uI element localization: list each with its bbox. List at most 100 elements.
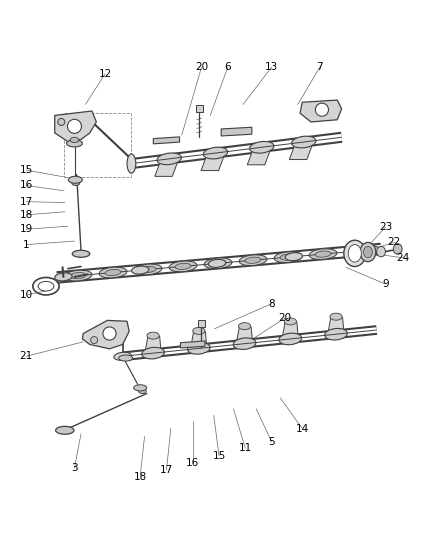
Ellipse shape	[393, 244, 402, 254]
Ellipse shape	[309, 249, 337, 260]
Ellipse shape	[134, 385, 147, 391]
Ellipse shape	[175, 263, 191, 270]
Text: 3: 3	[71, 463, 78, 473]
Text: 12: 12	[99, 69, 112, 79]
Ellipse shape	[157, 153, 181, 165]
Text: 15: 15	[20, 165, 33, 175]
Ellipse shape	[233, 338, 256, 350]
Ellipse shape	[203, 147, 228, 159]
Ellipse shape	[285, 253, 303, 261]
Ellipse shape	[140, 266, 156, 272]
Bar	[198, 320, 205, 327]
Ellipse shape	[245, 257, 261, 263]
Ellipse shape	[348, 245, 361, 262]
Ellipse shape	[210, 260, 226, 266]
Ellipse shape	[250, 141, 274, 153]
Ellipse shape	[274, 252, 302, 263]
Ellipse shape	[360, 243, 376, 262]
Polygon shape	[153, 137, 180, 144]
Ellipse shape	[377, 246, 385, 257]
Ellipse shape	[193, 327, 205, 334]
Polygon shape	[201, 155, 224, 171]
Text: 15: 15	[212, 451, 226, 461]
Polygon shape	[55, 111, 96, 142]
Polygon shape	[180, 341, 205, 348]
Ellipse shape	[279, 333, 302, 345]
Ellipse shape	[72, 181, 80, 185]
Text: 24: 24	[396, 253, 410, 263]
Ellipse shape	[362, 246, 379, 254]
Text: 17: 17	[160, 465, 173, 475]
Ellipse shape	[55, 273, 72, 281]
Polygon shape	[82, 320, 129, 349]
Ellipse shape	[72, 251, 90, 257]
Ellipse shape	[64, 270, 92, 281]
Ellipse shape	[284, 318, 297, 325]
Text: 19: 19	[20, 224, 33, 235]
Text: 16: 16	[20, 181, 33, 190]
Ellipse shape	[103, 327, 116, 340]
Ellipse shape	[315, 103, 328, 116]
Ellipse shape	[134, 264, 162, 275]
Polygon shape	[237, 327, 252, 342]
Polygon shape	[300, 100, 342, 122]
Ellipse shape	[239, 255, 267, 265]
Ellipse shape	[56, 426, 74, 434]
Ellipse shape	[70, 272, 86, 279]
Text: 17: 17	[20, 197, 33, 207]
Ellipse shape	[280, 254, 296, 260]
Text: 9: 9	[382, 279, 389, 289]
Ellipse shape	[187, 343, 210, 354]
Text: 11: 11	[239, 443, 252, 453]
Polygon shape	[145, 336, 161, 351]
Text: 7: 7	[316, 62, 323, 72]
Text: 14: 14	[296, 424, 309, 433]
Ellipse shape	[169, 261, 197, 272]
Ellipse shape	[119, 355, 133, 361]
Polygon shape	[328, 318, 344, 332]
Text: 22: 22	[388, 237, 401, 247]
Ellipse shape	[238, 322, 251, 329]
Ellipse shape	[330, 313, 342, 320]
Ellipse shape	[99, 267, 127, 278]
Text: 20: 20	[195, 62, 208, 72]
Ellipse shape	[105, 269, 121, 276]
Bar	[64, 113, 131, 177]
Ellipse shape	[204, 258, 232, 269]
Ellipse shape	[142, 348, 164, 359]
Ellipse shape	[91, 336, 98, 344]
Ellipse shape	[325, 328, 347, 340]
Polygon shape	[247, 149, 271, 165]
Ellipse shape	[364, 246, 372, 258]
Polygon shape	[290, 144, 313, 159]
Ellipse shape	[344, 240, 366, 266]
Text: 20: 20	[278, 313, 291, 323]
Text: 8: 8	[268, 298, 275, 309]
Ellipse shape	[315, 251, 331, 257]
Text: 18: 18	[134, 472, 147, 482]
Text: 1: 1	[23, 240, 30, 249]
Polygon shape	[221, 127, 252, 136]
Ellipse shape	[70, 138, 79, 142]
Text: 5: 5	[268, 437, 275, 447]
Text: 18: 18	[20, 210, 33, 220]
Ellipse shape	[67, 119, 81, 133]
Ellipse shape	[138, 389, 146, 393]
Text: 13: 13	[265, 62, 278, 72]
Ellipse shape	[208, 260, 226, 268]
Polygon shape	[283, 322, 298, 337]
Ellipse shape	[67, 140, 82, 147]
Ellipse shape	[292, 136, 316, 148]
Text: 16: 16	[186, 458, 199, 468]
Ellipse shape	[127, 154, 136, 173]
Ellipse shape	[131, 266, 149, 274]
Polygon shape	[191, 332, 207, 346]
Text: 21: 21	[20, 351, 33, 361]
Text: 23: 23	[379, 222, 392, 232]
Text: 6: 6	[224, 62, 231, 72]
Ellipse shape	[68, 176, 82, 183]
Ellipse shape	[114, 352, 131, 360]
Ellipse shape	[38, 281, 54, 291]
Text: 10: 10	[20, 290, 33, 300]
Ellipse shape	[58, 118, 65, 125]
